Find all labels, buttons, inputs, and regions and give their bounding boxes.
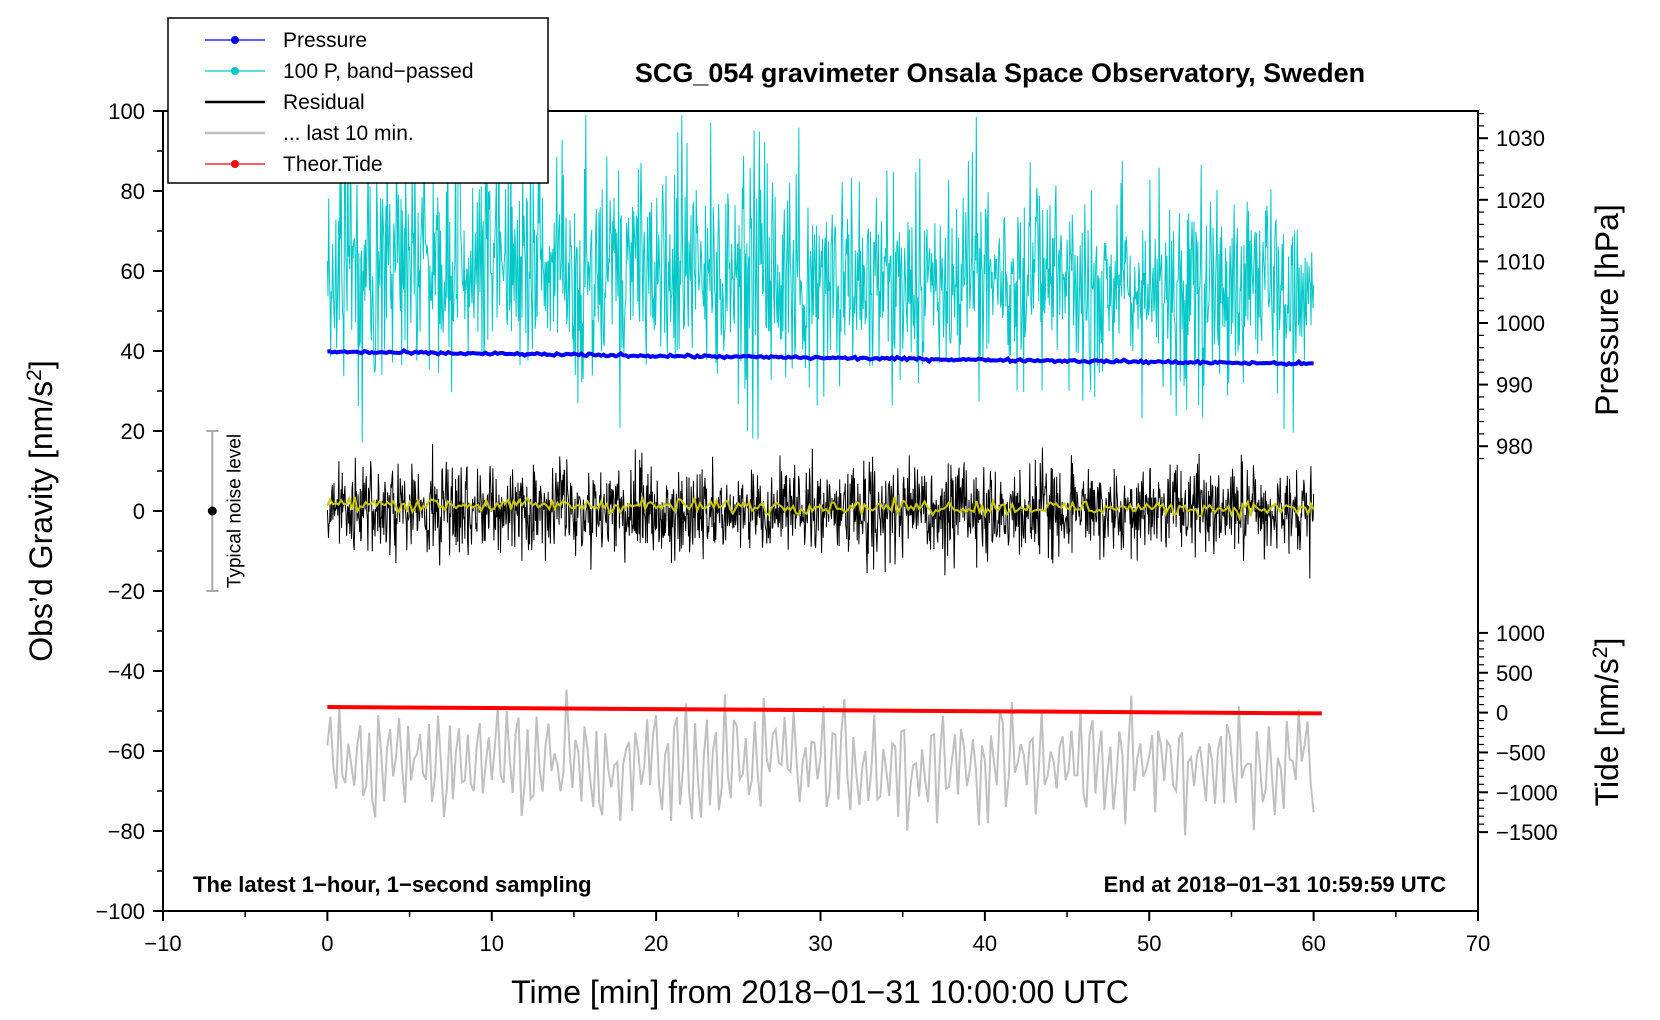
annotation-end-time: End at 2018−01−31 10:59:59 UTC (1104, 872, 1447, 897)
tide-axis-label-sup: 2 (1589, 647, 1612, 659)
y-tick-label: −40 (108, 659, 145, 684)
pressure-tick-label: 980 (1496, 434, 1533, 459)
y-tick-label: 40 (121, 339, 145, 364)
y-tick-label: −20 (108, 579, 145, 604)
y-axis-label-left-main: Obs’d Gravity [nm/s (23, 381, 59, 662)
x-tick-label: 70 (1466, 931, 1490, 956)
x-tick-label: −10 (144, 931, 181, 956)
legend-marker-1 (231, 67, 239, 75)
x-axis-label: Time [min] from 2018−01−31 10:00:00 UTC (511, 974, 1129, 1010)
series-theoretical-tide (327, 705, 1322, 716)
tide-tick-label: 0 (1496, 701, 1508, 726)
pressure-tick-label: 1000 (1496, 311, 1545, 336)
y-tick-label: 100 (108, 99, 145, 124)
noise-bar-dot (207, 506, 217, 516)
series-band-passed-pressure (326, 114, 1315, 443)
tide-tick-label: 1000 (1496, 621, 1545, 646)
y-axis-label-left: Obs’d Gravity [nm/s2] (23, 360, 60, 662)
y-axis-label-left-sup: 2 (23, 369, 46, 381)
tide-axis-label-end: ] (1589, 638, 1625, 647)
x-tick-label: 0 (321, 931, 333, 956)
legend: Pressure 100 P, band−passed Residual ... la… (167, 17, 549, 184)
ticks-layer: −10 0 10 20 30 40 50 60 70−100−80−60−40−20020406… (95, 99, 1557, 956)
legend-label-4: Theor.Tide (283, 153, 383, 176)
legend-label-1: 100 P, band−passed (283, 60, 474, 83)
y-tick-label: 80 (121, 179, 145, 204)
series-layer (326, 114, 1322, 836)
y-tick-label: −100 (95, 899, 145, 924)
x-tick-label: 30 (808, 931, 832, 956)
tide-tick-label: −500 (1496, 740, 1546, 765)
x-tick-label: 60 (1301, 931, 1325, 956)
y-tick-label: 60 (121, 259, 145, 284)
y-axis-label-left-end: ] (23, 360, 59, 369)
x-tick-label: 50 (1137, 931, 1161, 956)
pressure-tick-label: 990 (1496, 373, 1533, 398)
legend-box (167, 17, 549, 184)
annotation-latest-hour: The latest 1−hour, 1−second sampling (193, 872, 592, 897)
y-tick-label: 0 (133, 499, 145, 524)
legend-marker-4 (231, 160, 239, 168)
legend-marker-0 (231, 36, 239, 44)
x-tick-label: 10 (480, 931, 504, 956)
tide-axis-label: Tide [nm/s2] (1589, 638, 1626, 807)
series-smoothed-residual (326, 494, 1315, 523)
y-tick-label: −80 (108, 819, 145, 844)
tide-tick-label: −1500 (1496, 820, 1558, 845)
legend-label-0: Pressure (283, 29, 367, 52)
tide-tick-label: −1000 (1496, 780, 1558, 805)
pressure-tick-label: 1010 (1496, 249, 1545, 274)
noise-bar-label: Typical noise level (224, 434, 245, 588)
series-residual (326, 444, 1315, 579)
legend-label-2: Residual (283, 91, 365, 114)
pressure-tick-label: 1020 (1496, 188, 1545, 213)
y-tick-label: 20 (121, 419, 145, 444)
legend-label-3: ... last 10 min. (283, 122, 414, 145)
series-last-10-min (326, 689, 1315, 836)
tide-tick-label: 500 (1496, 661, 1533, 686)
x-tick-label: 40 (973, 931, 997, 956)
tide-axis-label-main: Tide [nm/s (1589, 658, 1625, 806)
pressure-axis-label: Pressure [hPa] (1589, 204, 1625, 416)
series-pressure (327, 348, 1314, 367)
chart-title: SCG_054 gravimeter Onsala Space Observat… (635, 58, 1365, 88)
pressure-tick-label: 1030 (1496, 126, 1545, 151)
x-tick-label: 20 (644, 931, 668, 956)
y-tick-label: −60 (108, 739, 145, 764)
typical-noise-level: Typical noise level (206, 430, 245, 592)
